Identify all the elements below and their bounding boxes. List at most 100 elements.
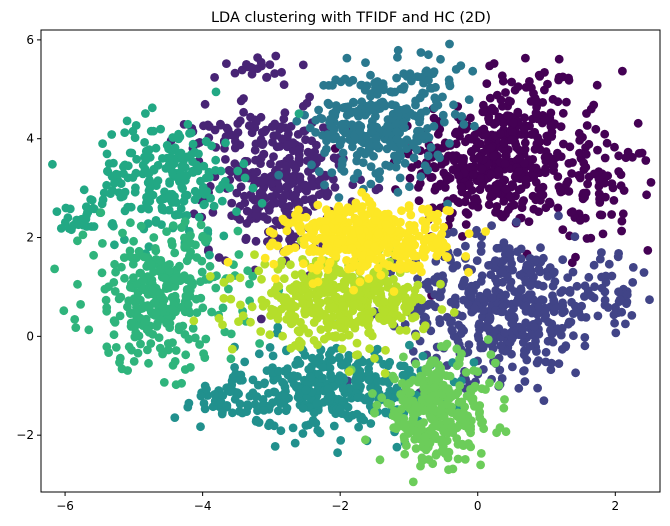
scatter-point-cluster-4: [298, 429, 308, 438]
scatter-point-cluster-9: [430, 223, 440, 233]
scatter-point-cluster-9: [409, 251, 419, 261]
scatter-point-cluster-9: [433, 209, 442, 219]
scatter-point-cluster-5: [194, 212, 204, 222]
scatter-point-cluster-1: [262, 73, 271, 82]
scatter-point-cluster-2: [475, 319, 484, 329]
scatter-point-cluster-8: [278, 331, 287, 341]
scatter-point-cluster-4: [240, 357, 250, 367]
scatter-point-cluster-2: [544, 317, 553, 327]
scatter-point-cluster-2: [421, 313, 430, 323]
scatter-point-cluster-4: [196, 422, 205, 432]
scatter-point-cluster-8: [273, 280, 282, 290]
scatter-point-cluster-1: [277, 67, 286, 77]
scatter-point-cluster-4: [293, 355, 303, 365]
scatter-point-cluster-1: [242, 219, 252, 228]
y-tick-label: 2: [26, 231, 34, 245]
scatter-point-cluster-8: [235, 273, 245, 283]
scatter-point-cluster-8: [297, 269, 307, 279]
scatter-point-cluster-2: [453, 248, 462, 257]
scatter-point-cluster-8: [364, 314, 374, 324]
scatter-point-cluster-9: [461, 252, 471, 261]
scatter-point-cluster-3: [430, 103, 439, 113]
scatter-point-cluster-1: [278, 200, 287, 209]
scatter-point-cluster-5: [156, 124, 166, 134]
scatter-point-cluster-8: [336, 323, 346, 333]
scatter-point-cluster-9: [321, 224, 330, 234]
scatter-point-cluster-9: [442, 242, 451, 252]
scatter-point-cluster-8: [288, 286, 297, 295]
scatter-point-cluster-1: [294, 154, 304, 164]
scatter-point-cluster-4: [265, 343, 275, 352]
scatter-point-cluster-6: [170, 357, 180, 366]
scatter-point-cluster-3: [366, 70, 375, 80]
scatter-point-cluster-1: [210, 73, 220, 82]
scatter-point-cluster-5: [123, 173, 133, 183]
scatter-point-cluster-5: [202, 137, 212, 147]
scatter-point-cluster-0: [521, 175, 531, 185]
scatter-point-cluster-1: [256, 153, 266, 163]
scatter-point-cluster-9: [299, 259, 308, 269]
scatter-point-cluster-3: [416, 48, 426, 57]
scatter-point-cluster-0: [514, 185, 524, 195]
scatter-point-cluster-2: [424, 284, 434, 294]
scatter-point-cluster-2: [532, 255, 541, 265]
scatter-point-cluster-5: [107, 130, 117, 139]
scatter-point-cluster-2: [521, 301, 531, 311]
scatter-point-cluster-0: [546, 108, 556, 118]
scatter-point-cluster-7: [421, 364, 431, 374]
scatter-point-cluster-2: [541, 347, 551, 357]
scatter-point-cluster-5: [190, 195, 200, 205]
scatter-point-cluster-6: [196, 277, 205, 287]
scatter-point-cluster-4: [196, 391, 206, 401]
scatter-point-cluster-1: [308, 181, 318, 191]
scatter-point-cluster-0: [448, 151, 458, 161]
scatter-point-cluster-3: [426, 143, 436, 152]
scatter-point-cluster-2: [604, 259, 614, 269]
scatter-point-cluster-0: [543, 79, 552, 89]
x-tick-label: 0: [474, 499, 482, 513]
scatter-point-cluster-6: [195, 340, 205, 349]
scatter-point-cluster-6: [138, 303, 147, 313]
scatter-point-cluster-2: [487, 221, 496, 231]
scatter-point-cluster-7: [411, 444, 421, 453]
scatter-point-cluster-3: [381, 160, 391, 170]
scatter-point-cluster-5: [104, 159, 114, 169]
scatter-point-cluster-2: [464, 340, 474, 349]
scatter-point-cluster-3: [329, 124, 339, 134]
scatter-point-cluster-0: [574, 171, 584, 180]
scatter-point-cluster-0: [531, 195, 541, 205]
scatter-point-cluster-0: [558, 108, 568, 118]
scatter-point-cluster-3: [421, 106, 431, 116]
scatter-point-cluster-4: [366, 419, 376, 428]
scatter-point-cluster-3: [320, 148, 329, 158]
scatter-point-cluster-0: [482, 79, 492, 88]
scatter-point-cluster-8: [395, 325, 405, 335]
scatter-point-cluster-1: [244, 121, 254, 131]
scatter-point-cluster-9: [260, 253, 270, 263]
scatter-point-cluster-0: [610, 142, 619, 152]
scatter-point-cluster-2: [627, 311, 637, 320]
scatter-point-cluster-0: [439, 168, 449, 178]
scatter-point-cluster-6: [78, 230, 88, 240]
scatter-point-cluster-2: [568, 267, 578, 277]
scatter-point-cluster-7: [427, 414, 437, 424]
scatter-point-cluster-3: [334, 193, 344, 202]
y-tick-label: 4: [26, 132, 34, 146]
scatter-point-cluster-2: [561, 342, 570, 352]
scatter-point-cluster-5: [196, 176, 205, 186]
scatter-point-cluster-1: [308, 194, 318, 204]
scatter-point-cluster-6: [115, 311, 125, 321]
scatter-point-cluster-0: [567, 169, 576, 178]
scatter-point-cluster-7: [390, 406, 399, 416]
scatter-point-cluster-9: [379, 239, 389, 249]
scatter-point-cluster-6: [226, 354, 236, 364]
scatter-point-cluster-0: [549, 161, 559, 170]
scatter-point-cluster-1: [298, 60, 308, 70]
scatter-point-cluster-3: [364, 141, 374, 150]
scatter-point-cluster-9: [306, 244, 316, 254]
scatter-point-cluster-1: [275, 160, 285, 170]
scatter-point-cluster-2: [491, 256, 500, 265]
scatter-point-cluster-0: [508, 180, 518, 190]
scatter-point-cluster-9: [316, 247, 326, 257]
scatter-point-cluster-3: [470, 121, 479, 131]
